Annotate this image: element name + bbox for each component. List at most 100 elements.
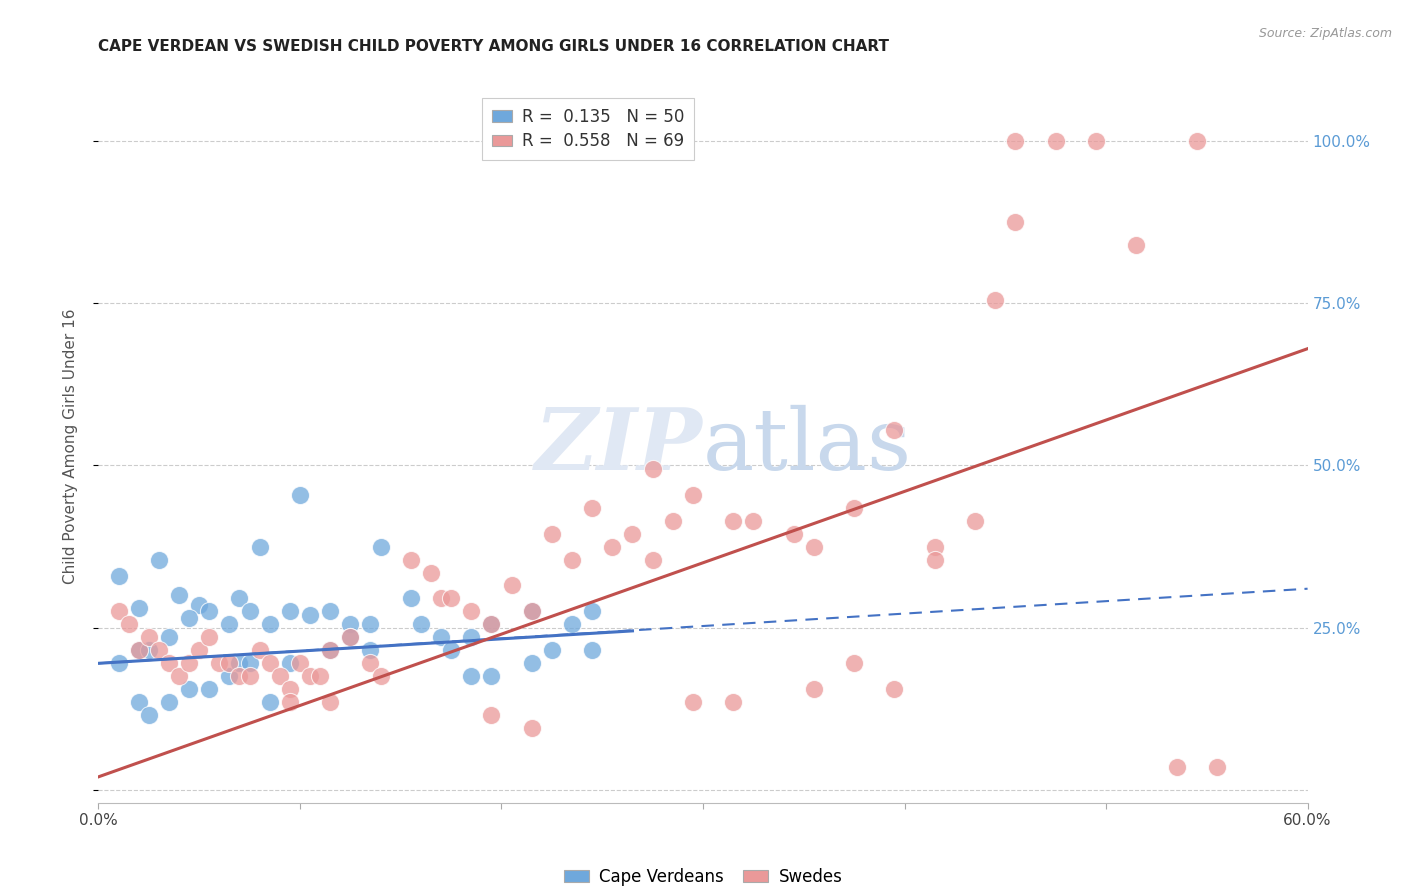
Point [520,721,543,735]
Point [520,657,543,671]
Point [249,540,271,554]
Point [157,657,180,671]
Point [1004,215,1026,229]
Point [481,617,503,632]
Point [107,604,129,618]
Point [107,568,129,582]
Point [481,708,503,723]
Point [278,695,301,709]
Point [1166,760,1188,774]
Point [481,617,503,632]
Point [319,695,342,709]
Point [179,682,201,697]
Point [198,604,221,618]
Point [249,643,271,657]
Point [339,617,361,632]
Point [278,604,301,618]
Point [278,657,301,671]
Point [803,540,825,554]
Point [360,657,382,671]
Point [460,604,482,618]
Point [319,604,342,618]
Point [309,669,332,683]
Point [167,588,190,602]
Point [1185,134,1208,148]
Point [1125,238,1147,252]
Point [179,657,201,671]
Point [148,552,170,566]
Point [128,601,150,615]
Point [440,643,463,657]
Point [107,657,129,671]
Point [581,604,603,618]
Point [148,643,170,657]
Point [259,657,281,671]
Point [520,604,543,618]
Point [581,500,603,515]
Point [128,643,150,657]
Point [440,591,463,606]
Point [481,669,503,683]
Point [138,708,160,723]
Point [208,657,231,671]
Point [783,526,806,541]
Text: CAPE VERDEAN VS SWEDISH CHILD POVERTY AMONG GIRLS UNDER 16 CORRELATION CHART: CAPE VERDEAN VS SWEDISH CHILD POVERTY AM… [98,38,890,54]
Point [430,631,453,645]
Point [228,657,250,671]
Point [198,682,221,697]
Point [370,540,392,554]
Point [399,591,422,606]
Point [541,526,564,541]
Point [924,540,946,554]
Point [924,552,946,566]
Point [460,669,482,683]
Point [662,514,685,528]
Point [259,695,281,709]
Point [118,617,141,632]
Point [259,617,281,632]
Point [1206,760,1229,774]
Point [370,669,392,683]
Point [965,514,987,528]
Point [460,631,482,645]
Point [188,643,211,657]
Text: atlas: atlas [703,404,912,488]
Point [1045,134,1067,148]
Point [239,604,262,618]
Point [288,488,311,502]
Point [602,540,624,554]
Point [1004,134,1026,148]
Point [844,657,866,671]
Point [339,631,361,645]
Point [409,617,432,632]
Point [883,682,905,697]
Point [561,552,583,566]
Point [742,514,765,528]
Legend: Cape Verdeans, Swedes: Cape Verdeans, Swedes [557,861,849,892]
Point [157,631,180,645]
Point [883,423,905,437]
Point [430,591,453,606]
Point [218,669,240,683]
Point [218,617,240,632]
Point [299,669,322,683]
Point [360,643,382,657]
Point [501,578,523,592]
Point [239,657,262,671]
Point [621,526,644,541]
Point [641,552,664,566]
Text: ZIP: ZIP [536,404,703,488]
Text: Source: ZipAtlas.com: Source: ZipAtlas.com [1258,27,1392,40]
Point [723,695,745,709]
Point [138,631,160,645]
Point [561,617,583,632]
Point [360,617,382,632]
Point [682,695,704,709]
Point [399,552,422,566]
Point [228,591,250,606]
Point [319,643,342,657]
Point [138,643,160,657]
Point [1085,134,1108,148]
Point [218,657,240,671]
Point [269,669,291,683]
